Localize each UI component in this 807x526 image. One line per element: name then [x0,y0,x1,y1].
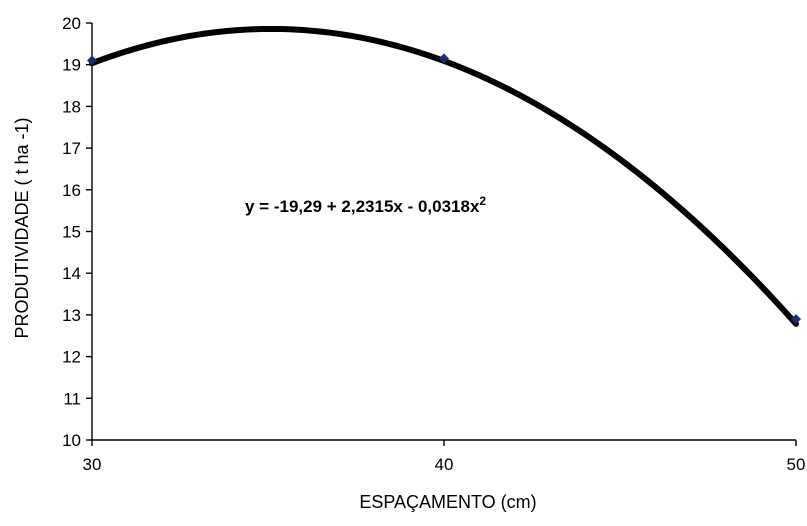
y-tick-label: 19 [62,56,81,75]
x-tick-label: 40 [435,455,454,474]
y-axis-title: PRODUTIVIDADE ( t ha -1) [12,117,32,338]
x-tick-label: 30 [83,455,102,474]
y-tick-label: 14 [62,264,81,283]
equation-exponent: 2 [479,194,486,208]
y-tick-label: 12 [62,348,81,367]
data-point [791,314,801,325]
x-tick-label: 50 [787,455,806,474]
trendline [89,25,799,327]
y-tick-label: 17 [62,139,81,158]
y-tick-label: 13 [62,306,81,325]
y-tick-label: 20 [62,14,81,33]
y-axis-ticks: 10 11 12 13 14 15 16 17 18 19 20 [62,14,92,450]
x-axis-ticks: 30 40 50 [83,440,806,474]
y-tick-label: 16 [62,181,81,200]
trendline-equation: y = -19,29 + 2,2315x - 0,0318x2 [245,194,486,216]
data-point [87,55,97,66]
equation-text: y = -19,29 + 2,2315x - 0,0318x [245,197,480,216]
y-tick-label: 15 [62,223,81,242]
x-axis-title: ESPAÇAMENTO (cm) [359,492,536,512]
y-tick-label: 10 [62,431,81,450]
data-point [439,53,449,64]
y-tick-label: 11 [63,389,81,408]
y-tick-label: 18 [62,97,81,116]
data-points [87,53,801,325]
